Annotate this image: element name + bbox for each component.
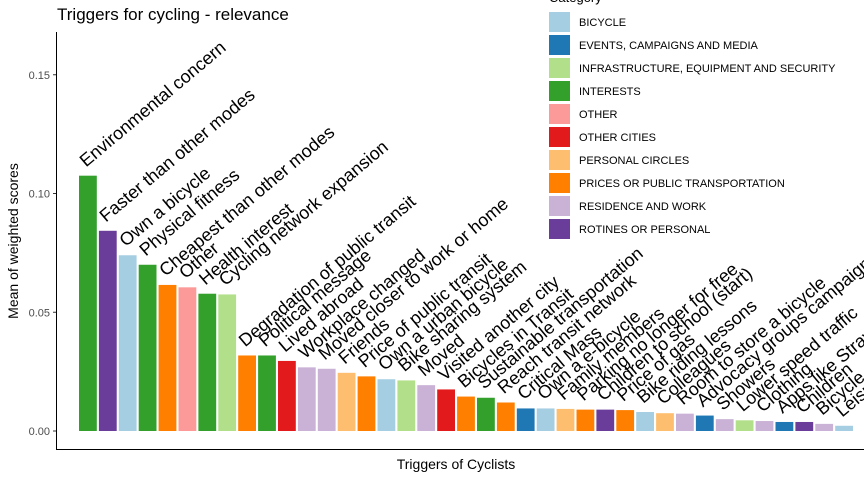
legend-swatch: [549, 58, 570, 78]
bar: [576, 409, 595, 431]
bar: [337, 372, 356, 431]
bar: [377, 379, 396, 431]
bar: [496, 402, 515, 431]
y-axis-label: Mean of weighted scores: [5, 163, 21, 319]
legend-label: INFRASTRUCTURE, EQUIPMENT AND SECURITY: [579, 63, 836, 75]
y-tick-label: 0.10: [29, 189, 50, 201]
bar: [536, 408, 555, 431]
legend-label: ROTINES OR PERSONAL: [579, 224, 710, 236]
chart-title: Triggers for cycling - relevance: [57, 5, 289, 24]
legend-swatch: [549, 173, 570, 193]
y-tick-label: 0.05: [29, 307, 50, 319]
legend-label: EVENTS, CAMPAIGNS AND MEDIA: [579, 40, 759, 52]
bar: [715, 419, 734, 431]
bar: [775, 421, 794, 431]
bar: [98, 230, 117, 431]
bar: [417, 385, 436, 431]
bar: [477, 397, 495, 431]
bar: [258, 355, 276, 431]
bar: [79, 175, 97, 431]
bar: [158, 284, 177, 431]
x-axis-label: Triggers of Cyclists: [397, 456, 516, 472]
legend-swatch: [549, 81, 570, 101]
bar: [795, 421, 814, 431]
bar: [755, 421, 774, 431]
bar: [695, 415, 714, 431]
legend-swatch: [549, 104, 570, 124]
bar: [636, 412, 654, 431]
bar: [556, 408, 575, 431]
bar: [735, 420, 754, 431]
bar: [457, 396, 475, 431]
bar: [596, 409, 615, 431]
bar: [118, 255, 137, 431]
bar: [357, 376, 376, 431]
legend-label: PERSONAL CIRCLES: [579, 155, 689, 167]
bar-label: Environmental concern: [76, 37, 230, 171]
legend-label: PRICES OR PUBLIC TRANSPORTATION: [579, 178, 785, 190]
legend-title: Category: [549, 0, 602, 5]
bar: [616, 410, 635, 431]
legend-swatch: [549, 127, 570, 147]
bar: [656, 413, 674, 431]
legend-label: OTHER CITIES: [579, 132, 656, 144]
bar: [437, 389, 455, 431]
legend-label: INTERESTS: [579, 86, 641, 98]
legend: Category BICYCLE EVENTS, CAMPAIGNS AND MED…: [549, 0, 836, 239]
bar: [238, 355, 256, 431]
bar: [516, 408, 535, 431]
plot-area: [79, 175, 853, 431]
bar: [138, 264, 157, 431]
y-axis-ticks: 0.00 0.05 0.10 0.15: [29, 70, 56, 438]
bar: [278, 360, 296, 431]
bar: [178, 287, 197, 431]
legend-swatch: [549, 12, 570, 32]
legend-swatch: [549, 219, 570, 239]
legend-label: RESIDENCE AND WORK: [579, 201, 707, 213]
bar: [297, 367, 316, 431]
bar: [676, 413, 694, 431]
bar: [397, 380, 416, 431]
bar: [317, 368, 336, 431]
legend-swatch: [549, 150, 570, 170]
y-tick-label: 0.00: [29, 426, 50, 438]
y-tick-label: 0.15: [29, 70, 50, 82]
legend-label: OTHER: [579, 109, 618, 121]
bar: [835, 425, 853, 431]
bar: [815, 423, 834, 431]
legend-swatch: [549, 35, 570, 55]
legend-label: BICYCLE: [579, 17, 626, 29]
legend-swatch: [549, 196, 570, 216]
bar: [218, 294, 237, 431]
bar: [198, 293, 217, 431]
